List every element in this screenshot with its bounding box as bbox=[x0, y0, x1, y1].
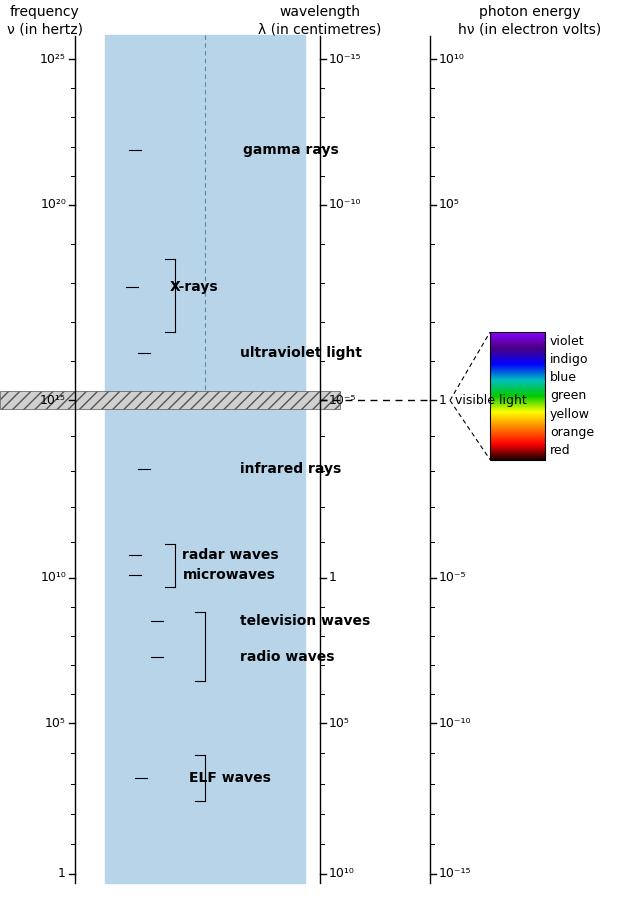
Text: visible light: visible light bbox=[455, 394, 527, 407]
Text: blue: blue bbox=[550, 371, 577, 384]
Text: orange: orange bbox=[550, 426, 594, 439]
Text: 10⁻⁵: 10⁻⁵ bbox=[329, 394, 356, 407]
Text: radar waves: radar waves bbox=[182, 548, 279, 562]
Text: 10⁻¹⁵: 10⁻¹⁵ bbox=[439, 867, 472, 880]
Text: violet: violet bbox=[550, 335, 584, 348]
Bar bbox=[0, 391, 340, 410]
Text: 10²⁵: 10²⁵ bbox=[40, 53, 66, 66]
Text: microwaves: microwaves bbox=[182, 568, 275, 582]
Bar bbox=[490, 332, 545, 460]
Text: 1: 1 bbox=[439, 394, 447, 407]
Text: television waves: television waves bbox=[240, 613, 371, 628]
Text: 10⁵: 10⁵ bbox=[329, 717, 350, 730]
Text: green: green bbox=[550, 389, 586, 402]
Text: 10²⁰: 10²⁰ bbox=[40, 198, 66, 211]
Bar bbox=[105, 35, 305, 883]
Text: 10⁻¹⁰: 10⁻¹⁰ bbox=[439, 717, 472, 730]
Text: X-rays: X-rays bbox=[170, 279, 218, 294]
Text: wavelength
λ (in centimetres): wavelength λ (in centimetres) bbox=[259, 5, 381, 37]
Text: 10¹⁰: 10¹⁰ bbox=[329, 867, 355, 880]
Text: 1: 1 bbox=[58, 867, 66, 880]
Text: 10⁻¹⁰: 10⁻¹⁰ bbox=[329, 198, 362, 211]
Text: 10⁵: 10⁵ bbox=[45, 717, 66, 730]
Text: 10⁻¹⁵: 10⁻¹⁵ bbox=[329, 53, 362, 66]
Text: 10¹⁰: 10¹⁰ bbox=[40, 571, 66, 584]
Text: ultraviolet light: ultraviolet light bbox=[240, 346, 362, 360]
Text: 10¹⁰: 10¹⁰ bbox=[439, 53, 465, 66]
Text: infrared rays: infrared rays bbox=[240, 461, 341, 476]
Text: 10⁵: 10⁵ bbox=[439, 198, 460, 211]
Text: indigo: indigo bbox=[550, 353, 589, 366]
Text: 1: 1 bbox=[329, 571, 337, 584]
Text: red: red bbox=[550, 444, 571, 457]
Text: photon energy
hν (in electron volts): photon energy hν (in electron volts) bbox=[458, 5, 602, 37]
Text: frequency
ν (in hertz): frequency ν (in hertz) bbox=[7, 5, 83, 37]
Text: yellow: yellow bbox=[550, 408, 590, 420]
Text: ELF waves: ELF waves bbox=[189, 771, 271, 785]
Text: gamma rays: gamma rays bbox=[243, 143, 339, 157]
Text: 10⁻⁵: 10⁻⁵ bbox=[439, 571, 467, 584]
Text: 10¹⁵: 10¹⁵ bbox=[40, 394, 66, 407]
Text: radio waves: radio waves bbox=[240, 650, 335, 664]
